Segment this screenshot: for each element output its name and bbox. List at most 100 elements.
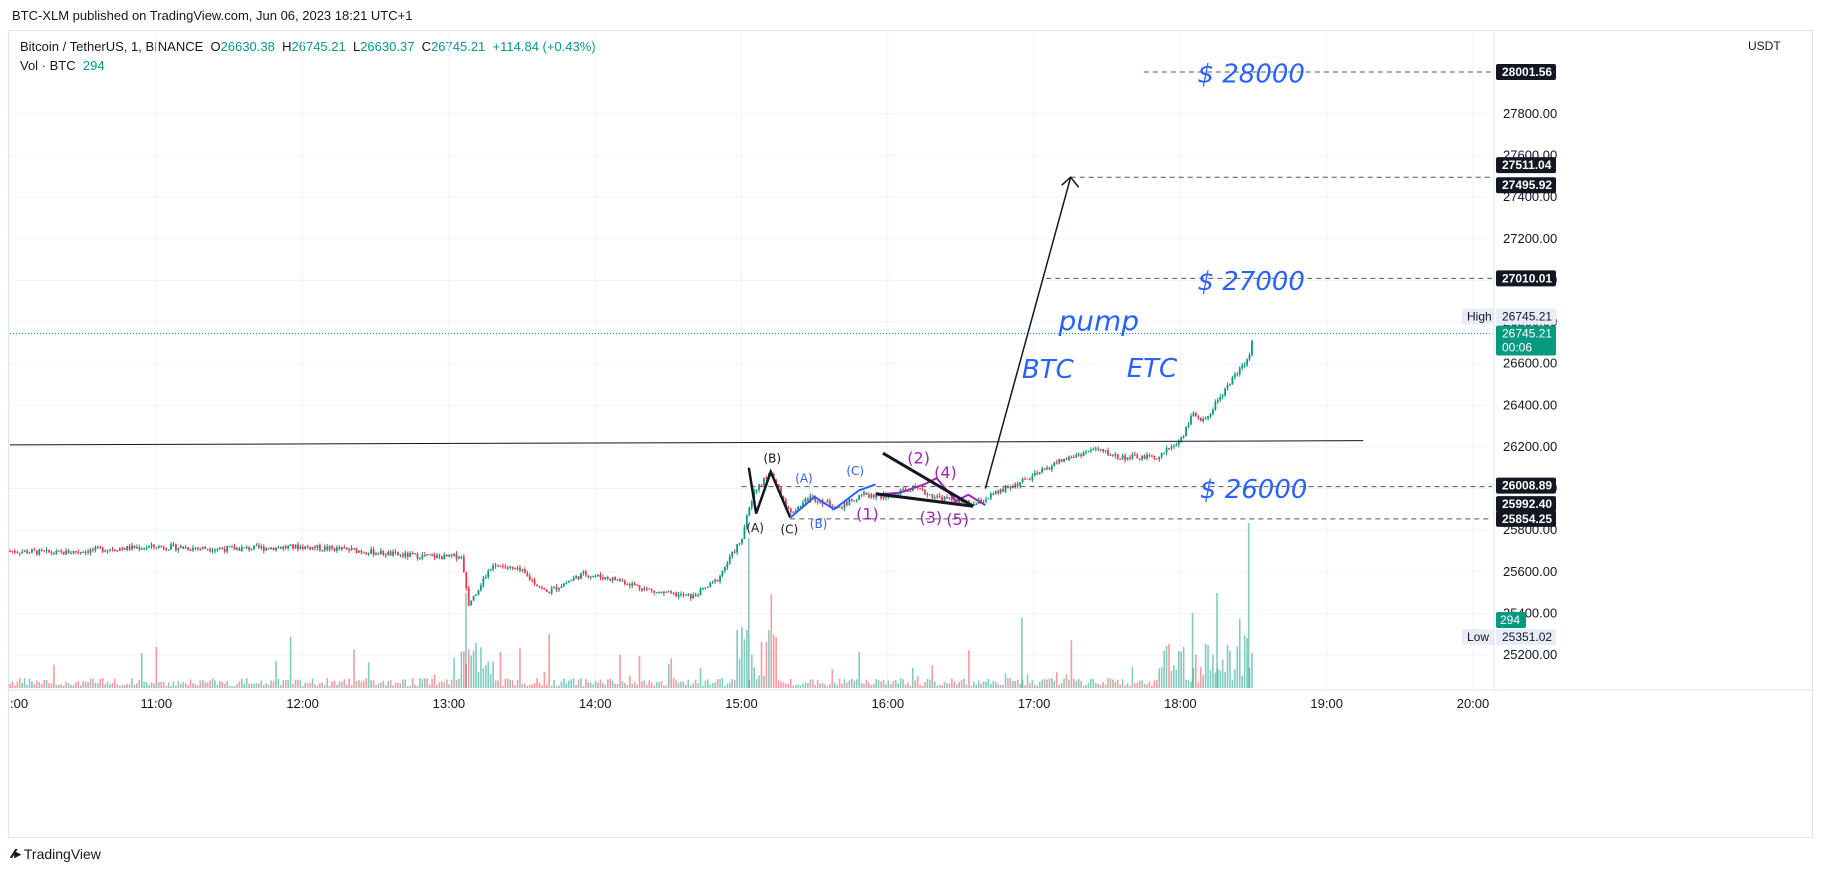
volume-bar (475, 642, 477, 688)
open-label: O (210, 39, 221, 54)
volume-bar (948, 683, 951, 688)
volume-bar (1124, 685, 1126, 688)
volume-bar (99, 678, 102, 688)
y-tick-label: 27800.00 (1503, 106, 1557, 121)
volume-bar (970, 685, 973, 688)
volume-bar (299, 680, 302, 688)
volume-bar (860, 683, 863, 688)
symbol-name[interactable]: Bitcoin / TetherUS, 1, BINANCE (20, 39, 204, 54)
volume-bar (489, 673, 492, 688)
candle-body (489, 569, 492, 571)
volume-bar (904, 684, 907, 688)
candle-body (309, 546, 312, 550)
volume-bar (997, 684, 999, 688)
candle-body (531, 579, 534, 581)
volume-bar (77, 680, 80, 688)
candle-body (1226, 385, 1229, 389)
volume-bar (45, 680, 48, 688)
abc-label-b: (B) (763, 452, 781, 466)
candle-body (416, 553, 419, 559)
volume-bar (1219, 670, 1222, 688)
volume-bar (1031, 680, 1034, 688)
volume-bar (519, 648, 521, 688)
volume-bar (1029, 683, 1031, 688)
volume-bar (919, 685, 921, 688)
candle-body (606, 576, 609, 579)
volume-bar (1068, 679, 1070, 688)
volume-bar (1080, 680, 1082, 688)
volume-bar (236, 683, 238, 688)
volume-bar (1226, 644, 1229, 688)
candle-body (802, 502, 804, 507)
symbol-legend[interactable]: Bitcoin / TetherUS, 1, BINANCE O26630.38… (20, 39, 596, 54)
volume-bar (228, 685, 231, 688)
candle-body (199, 548, 202, 550)
volume-bar (441, 681, 443, 688)
volume-bar (619, 655, 621, 688)
volume-bar (838, 678, 841, 688)
volume-bar (975, 684, 978, 688)
candle-body (736, 544, 739, 553)
candle-body (745, 515, 748, 528)
volume-bar (1034, 684, 1036, 688)
candle-body (1004, 486, 1007, 492)
candle-body (1133, 454, 1136, 456)
volume-bar (445, 679, 448, 688)
volume-bar (326, 678, 328, 688)
volume-bar (40, 683, 43, 688)
volume-bar (397, 682, 399, 688)
candle-body (738, 543, 741, 545)
volume-bar (1202, 675, 1204, 688)
volume-bar (402, 679, 404, 688)
candle-body (355, 548, 358, 553)
candle-body (253, 545, 255, 550)
volume-bar (350, 685, 353, 688)
candle-body (504, 566, 507, 568)
candle-body (50, 552, 53, 554)
volume-bar (750, 654, 753, 688)
candle-body (611, 577, 614, 581)
candle-body (294, 544, 297, 549)
volume-bar (1009, 678, 1012, 688)
candle-body (958, 499, 961, 504)
candle-body (77, 552, 80, 554)
candle-body (333, 548, 336, 551)
volume-bar (75, 682, 77, 688)
candle-body (38, 549, 41, 555)
volume-bar (528, 684, 531, 688)
volume-bar (367, 662, 370, 688)
candle-body (592, 576, 595, 578)
volume-bar (1148, 681, 1151, 688)
candle-body (255, 545, 258, 547)
volume-bar (1168, 643, 1170, 688)
volume-bar (792, 685, 795, 688)
volume-bar (1095, 683, 1097, 688)
high-value-box (1496, 308, 1556, 325)
candle-body (1033, 472, 1036, 476)
candle-body (1219, 396, 1222, 401)
volume-legend[interactable]: Vol · BTC 294 (20, 58, 105, 73)
candle-body (699, 588, 702, 596)
label-28000: $ 28000 (1197, 60, 1305, 90)
footer[interactable]: ⁄⁄▸ TradingView (12, 846, 101, 862)
volume-bar (843, 679, 846, 688)
volume-bar (628, 675, 631, 688)
candle-body (487, 570, 490, 577)
volume-bar (987, 678, 990, 688)
volume-bar (1182, 646, 1185, 688)
candle-body (1080, 454, 1083, 457)
time-axis-ticks: :00 11:00 12:00 13:00 14:00 15:00 16:00 17:00 18… (10, 696, 1489, 711)
candle-body (35, 550, 38, 555)
candle-body (1046, 467, 1048, 470)
candle-body (28, 552, 31, 554)
volume-bar (531, 684, 533, 688)
volume-bar (580, 678, 582, 688)
volume-bar (341, 681, 343, 688)
price-axis-labels: 28001.56 27511.04 27495.92 27010.01 26008.89… (8, 30, 1813, 691)
volume-bar (829, 684, 831, 688)
chart-pane[interactable] (8, 30, 1813, 838)
candle-body (1155, 458, 1158, 460)
volume-bar (1026, 674, 1029, 688)
volume-bar (853, 681, 856, 688)
